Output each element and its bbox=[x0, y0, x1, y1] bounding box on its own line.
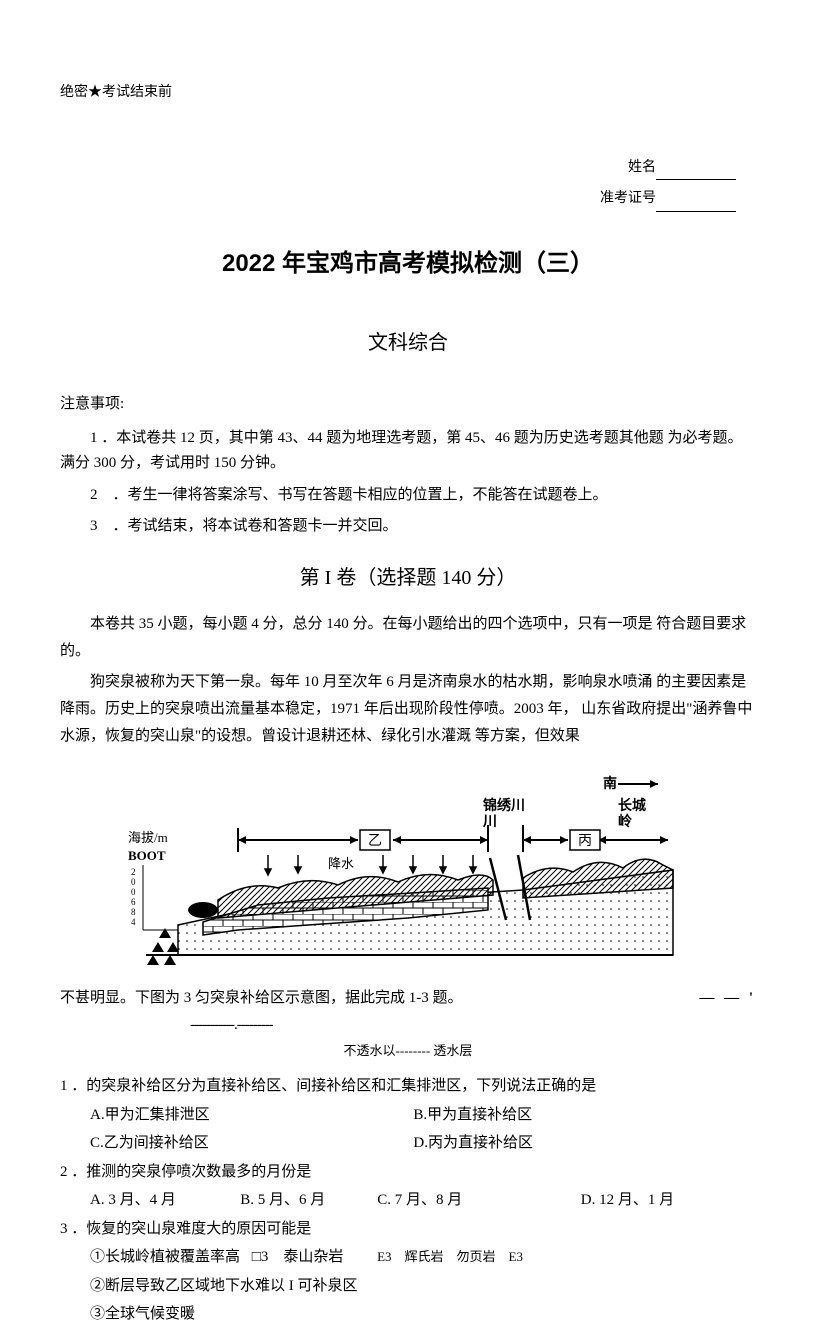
notice-item-3: 3 ．考试结束，将本试卷和答题卡一并交回。 bbox=[60, 514, 756, 540]
q3-sub2: ②断层导致乙区域地下水难以 I 可补泉区 bbox=[60, 1272, 756, 1301]
zone-bing-label: 丙 bbox=[578, 834, 592, 849]
precipitation-label: 降水 bbox=[328, 856, 354, 871]
q2-option-c: C. 7 月、8 月 bbox=[377, 1186, 577, 1215]
y-axis-label: 海拔/m bbox=[128, 830, 168, 845]
question-1-options-row2: C.乙为间接补给区 D.丙为直接补给区 bbox=[60, 1129, 756, 1158]
main-title: 2022 年宝鸡市高考模拟检测（三） bbox=[60, 242, 756, 285]
dash-mark: ― ― ' bbox=[699, 985, 756, 1012]
student-name-field: 姓名 bbox=[60, 155, 756, 180]
section-1-title: 第 I 卷（选择题 140 分） bbox=[60, 560, 756, 596]
q1-option-c: C.乙为间接补给区 bbox=[90, 1129, 410, 1158]
passage-text: 狗突泉被称为天下第一泉。每年 10 月至次年 6 月是济南泉水的枯水期，影响泉水… bbox=[60, 669, 756, 750]
dash-row: -----------.--------- bbox=[60, 1012, 756, 1039]
section-1-intro: 本卷共 35 小题，每小题 4 分，总分 140 分。在每小题给出的四个选项中，… bbox=[60, 611, 756, 665]
y-axis-sub: BOOT bbox=[128, 848, 166, 863]
q1-option-d: D.丙为直接补给区 bbox=[413, 1129, 733, 1158]
q2-option-b: B. 5 月、6 月 bbox=[240, 1186, 373, 1215]
name-blank bbox=[656, 166, 736, 180]
subject-title: 文科综合 bbox=[60, 325, 756, 361]
changchengling-label: 长城 bbox=[618, 797, 646, 814]
svg-text:8: 8 bbox=[131, 907, 136, 917]
notice-heading: 注意事项: bbox=[60, 391, 756, 418]
svg-text:6: 6 bbox=[131, 897, 136, 907]
svg-text:川: 川 bbox=[482, 814, 497, 830]
svg-text:0: 0 bbox=[131, 887, 136, 897]
svg-text:岭: 岭 bbox=[618, 813, 632, 830]
q1-option-a: A.甲为汇集排泄区 bbox=[90, 1101, 410, 1130]
question-3-stem: 3 ．恢复的突山泉难度大的原因可能是 bbox=[60, 1215, 756, 1244]
jinxiuchuan-label: 锦绣川 bbox=[483, 797, 525, 814]
name-label: 姓名 bbox=[628, 160, 656, 175]
exam-id-field: 准考证号 bbox=[60, 186, 756, 211]
diagram-legend: 不透水以-------- 透水层 bbox=[60, 1039, 756, 1062]
question-2-stem: 2 ．推测的突泉停喷次数最多的月份是 bbox=[60, 1158, 756, 1187]
exam-id-label: 准考证号 bbox=[600, 191, 656, 206]
q3-sub1-b: □3 泰山杂岩 bbox=[252, 1249, 344, 1265]
q3-sub1: ①长城岭植被覆盖率高 □3 泰山杂岩 E3 辉氏岩 勿页岩 E3 bbox=[60, 1243, 756, 1272]
question-1-options-row1: A.甲为汇集排泄区 B.甲为直接补给区 bbox=[60, 1101, 756, 1130]
q3-sub1-c: E3 辉氏岩 勿页岩 E3 bbox=[377, 1249, 523, 1264]
after-diagram-line: 不甚明显。下图为 3 匀突泉补给区示意图，据此完成 1-3 题。 ― ― ' bbox=[60, 985, 756, 1012]
cross-section-diagram: 南 锦绣川 川 长城 岭 乙 丙 降水 bbox=[128, 770, 688, 970]
south-label: 南 bbox=[603, 775, 617, 792]
svg-text:4: 4 bbox=[131, 917, 136, 927]
q2-option-a: A. 3 月、4 月 bbox=[90, 1186, 237, 1215]
q3-sub3: ③全球气候变暖 bbox=[60, 1300, 756, 1329]
q1-option-b: B.甲为直接补给区 bbox=[413, 1101, 733, 1130]
svg-text:2: 2 bbox=[131, 867, 136, 877]
question-1-stem: 1 ．的突泉补给区分为直接补给区、间接补给区和汇集排泄区，下列说法正确的是 bbox=[60, 1072, 756, 1101]
question-2-options: A. 3 月、4 月 B. 5 月、6 月 C. 7 月、8 月 D. 12 月… bbox=[60, 1186, 756, 1215]
exam-id-blank bbox=[656, 198, 736, 212]
notice-item-1: 1 ．本试卷共 12 页，其中第 43、44 题为地理选考题，第 45、46 题… bbox=[60, 426, 756, 477]
q3-sub1-a: ①长城岭植被覆盖率高 bbox=[90, 1249, 240, 1265]
svg-text:0: 0 bbox=[131, 877, 136, 887]
q2-option-d: D. 12 月、1 月 bbox=[581, 1186, 728, 1215]
secret-label: 绝密★考试结束前 bbox=[60, 80, 756, 105]
notice-item-2: 2 ．考生一律将答案涂写、书写在答题卡相应的位置上，不能答在试题卷上。 bbox=[60, 483, 756, 509]
zone-yi-label: 乙 bbox=[368, 833, 382, 849]
